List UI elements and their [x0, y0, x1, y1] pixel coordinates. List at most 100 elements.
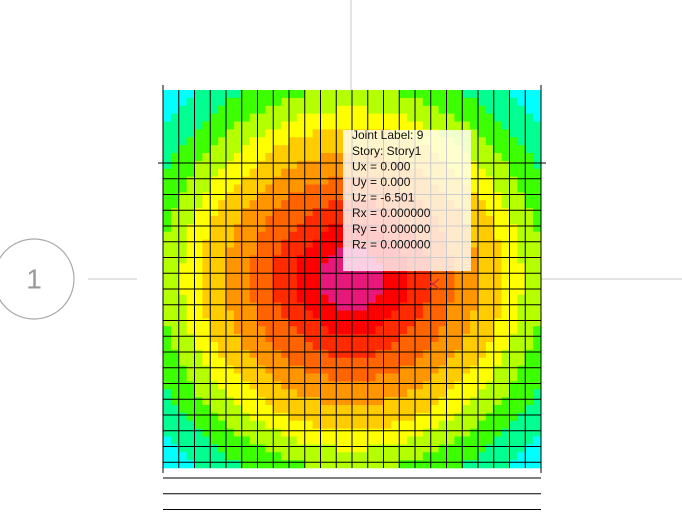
contour-cell	[454, 428, 463, 437]
contour-cell	[194, 460, 203, 469]
contour-cell	[462, 357, 471, 366]
contour-cell	[257, 381, 266, 390]
contour-cell	[517, 389, 526, 398]
contour-cell	[163, 389, 172, 398]
contour-cell	[470, 342, 479, 351]
contour-cell	[249, 247, 258, 256]
contour-cell	[170, 365, 180, 374]
contour-cell	[186, 310, 195, 319]
contour-cell	[478, 255, 487, 264]
contour-cell	[525, 137, 534, 146]
contour-cell	[533, 184, 542, 193]
contour-cell	[422, 318, 432, 327]
contour-cell	[509, 397, 518, 406]
contour-cell	[493, 97, 502, 107]
contour-cell	[525, 302, 534, 311]
contour-cell	[273, 239, 282, 248]
contour-cell	[454, 381, 463, 390]
contour-cell	[163, 105, 172, 114]
contour-cell	[257, 137, 266, 146]
contour-cell	[383, 90, 392, 99]
contour-cell	[470, 302, 479, 311]
contour-cell	[407, 113, 416, 122]
contour-cell	[438, 460, 447, 469]
contour-cell	[509, 90, 518, 99]
contour-cell	[517, 145, 526, 154]
contour-cell	[178, 121, 187, 130]
contour-cell	[281, 145, 290, 154]
contour-cell	[320, 255, 329, 264]
contour-cell	[391, 326, 400, 335]
contour-cell	[533, 452, 542, 461]
contour-cell	[470, 405, 479, 414]
contour-cell	[509, 436, 518, 445]
contour-cell	[257, 153, 266, 162]
contour-cell	[509, 216, 518, 225]
contour-cell	[312, 444, 321, 453]
contour-cell	[257, 271, 266, 280]
contour-cell	[493, 129, 502, 138]
contour-cell	[265, 184, 274, 193]
contour-cell	[265, 160, 274, 170]
contour-cell	[320, 326, 329, 335]
contour-cell	[241, 129, 250, 138]
contour-cell	[320, 420, 329, 429]
contour-cell	[257, 129, 266, 138]
contour-cell	[375, 428, 384, 437]
contour-cell	[163, 357, 172, 366]
contour-cell	[170, 255, 180, 264]
contour-cell	[485, 247, 495, 256]
contour-cell	[281, 365, 290, 374]
contour-cell	[399, 397, 408, 406]
contour-cell	[304, 231, 313, 240]
contour-cell	[509, 153, 518, 162]
contour-cell	[399, 294, 408, 303]
contour-cell	[249, 271, 258, 280]
contour-cell	[422, 373, 432, 382]
contour-cell	[462, 286, 471, 296]
contour-cell	[525, 231, 534, 240]
contour-cell	[241, 349, 250, 359]
contour-cell	[257, 105, 266, 114]
contour-cell	[493, 436, 502, 445]
contour-cell	[312, 153, 321, 162]
contour-cell	[210, 279, 219, 288]
contour-cell	[233, 176, 243, 185]
contour-cell	[218, 444, 227, 453]
contour-cell	[265, 113, 274, 122]
contour-cell	[320, 436, 329, 445]
contour-cell	[533, 294, 542, 303]
contour-cell	[533, 90, 542, 99]
contour-cell	[226, 192, 235, 201]
contour-cell	[493, 271, 502, 280]
contour-cell	[478, 334, 487, 343]
contour-cell	[178, 160, 187, 170]
contour-cell	[407, 460, 416, 469]
contour-cell	[462, 97, 471, 107]
contour-cell	[273, 452, 282, 461]
contour-cell	[470, 397, 479, 406]
contour-cell	[328, 310, 337, 319]
contour-cell	[241, 184, 250, 193]
contour-cell	[375, 302, 384, 311]
contour-cell	[210, 428, 219, 437]
contour-cell	[241, 389, 250, 398]
contour-cell	[525, 239, 534, 248]
contour-cell	[399, 405, 408, 414]
contour-cell	[359, 389, 369, 398]
contour-cell	[352, 420, 361, 429]
contour-cell	[281, 294, 290, 303]
contour-cell	[525, 121, 534, 130]
contour-cell	[446, 334, 455, 343]
contour-cell	[289, 428, 298, 437]
contour-cell	[415, 302, 424, 311]
contour-cell	[304, 326, 313, 335]
contour-cell	[170, 310, 180, 319]
contour-cell	[249, 334, 258, 343]
contour-cell	[391, 342, 400, 351]
contour-cell	[265, 121, 274, 130]
contour-cell	[399, 326, 408, 335]
contour-cell	[304, 145, 313, 154]
contour-cell	[352, 397, 361, 406]
contour-cell	[178, 255, 187, 264]
